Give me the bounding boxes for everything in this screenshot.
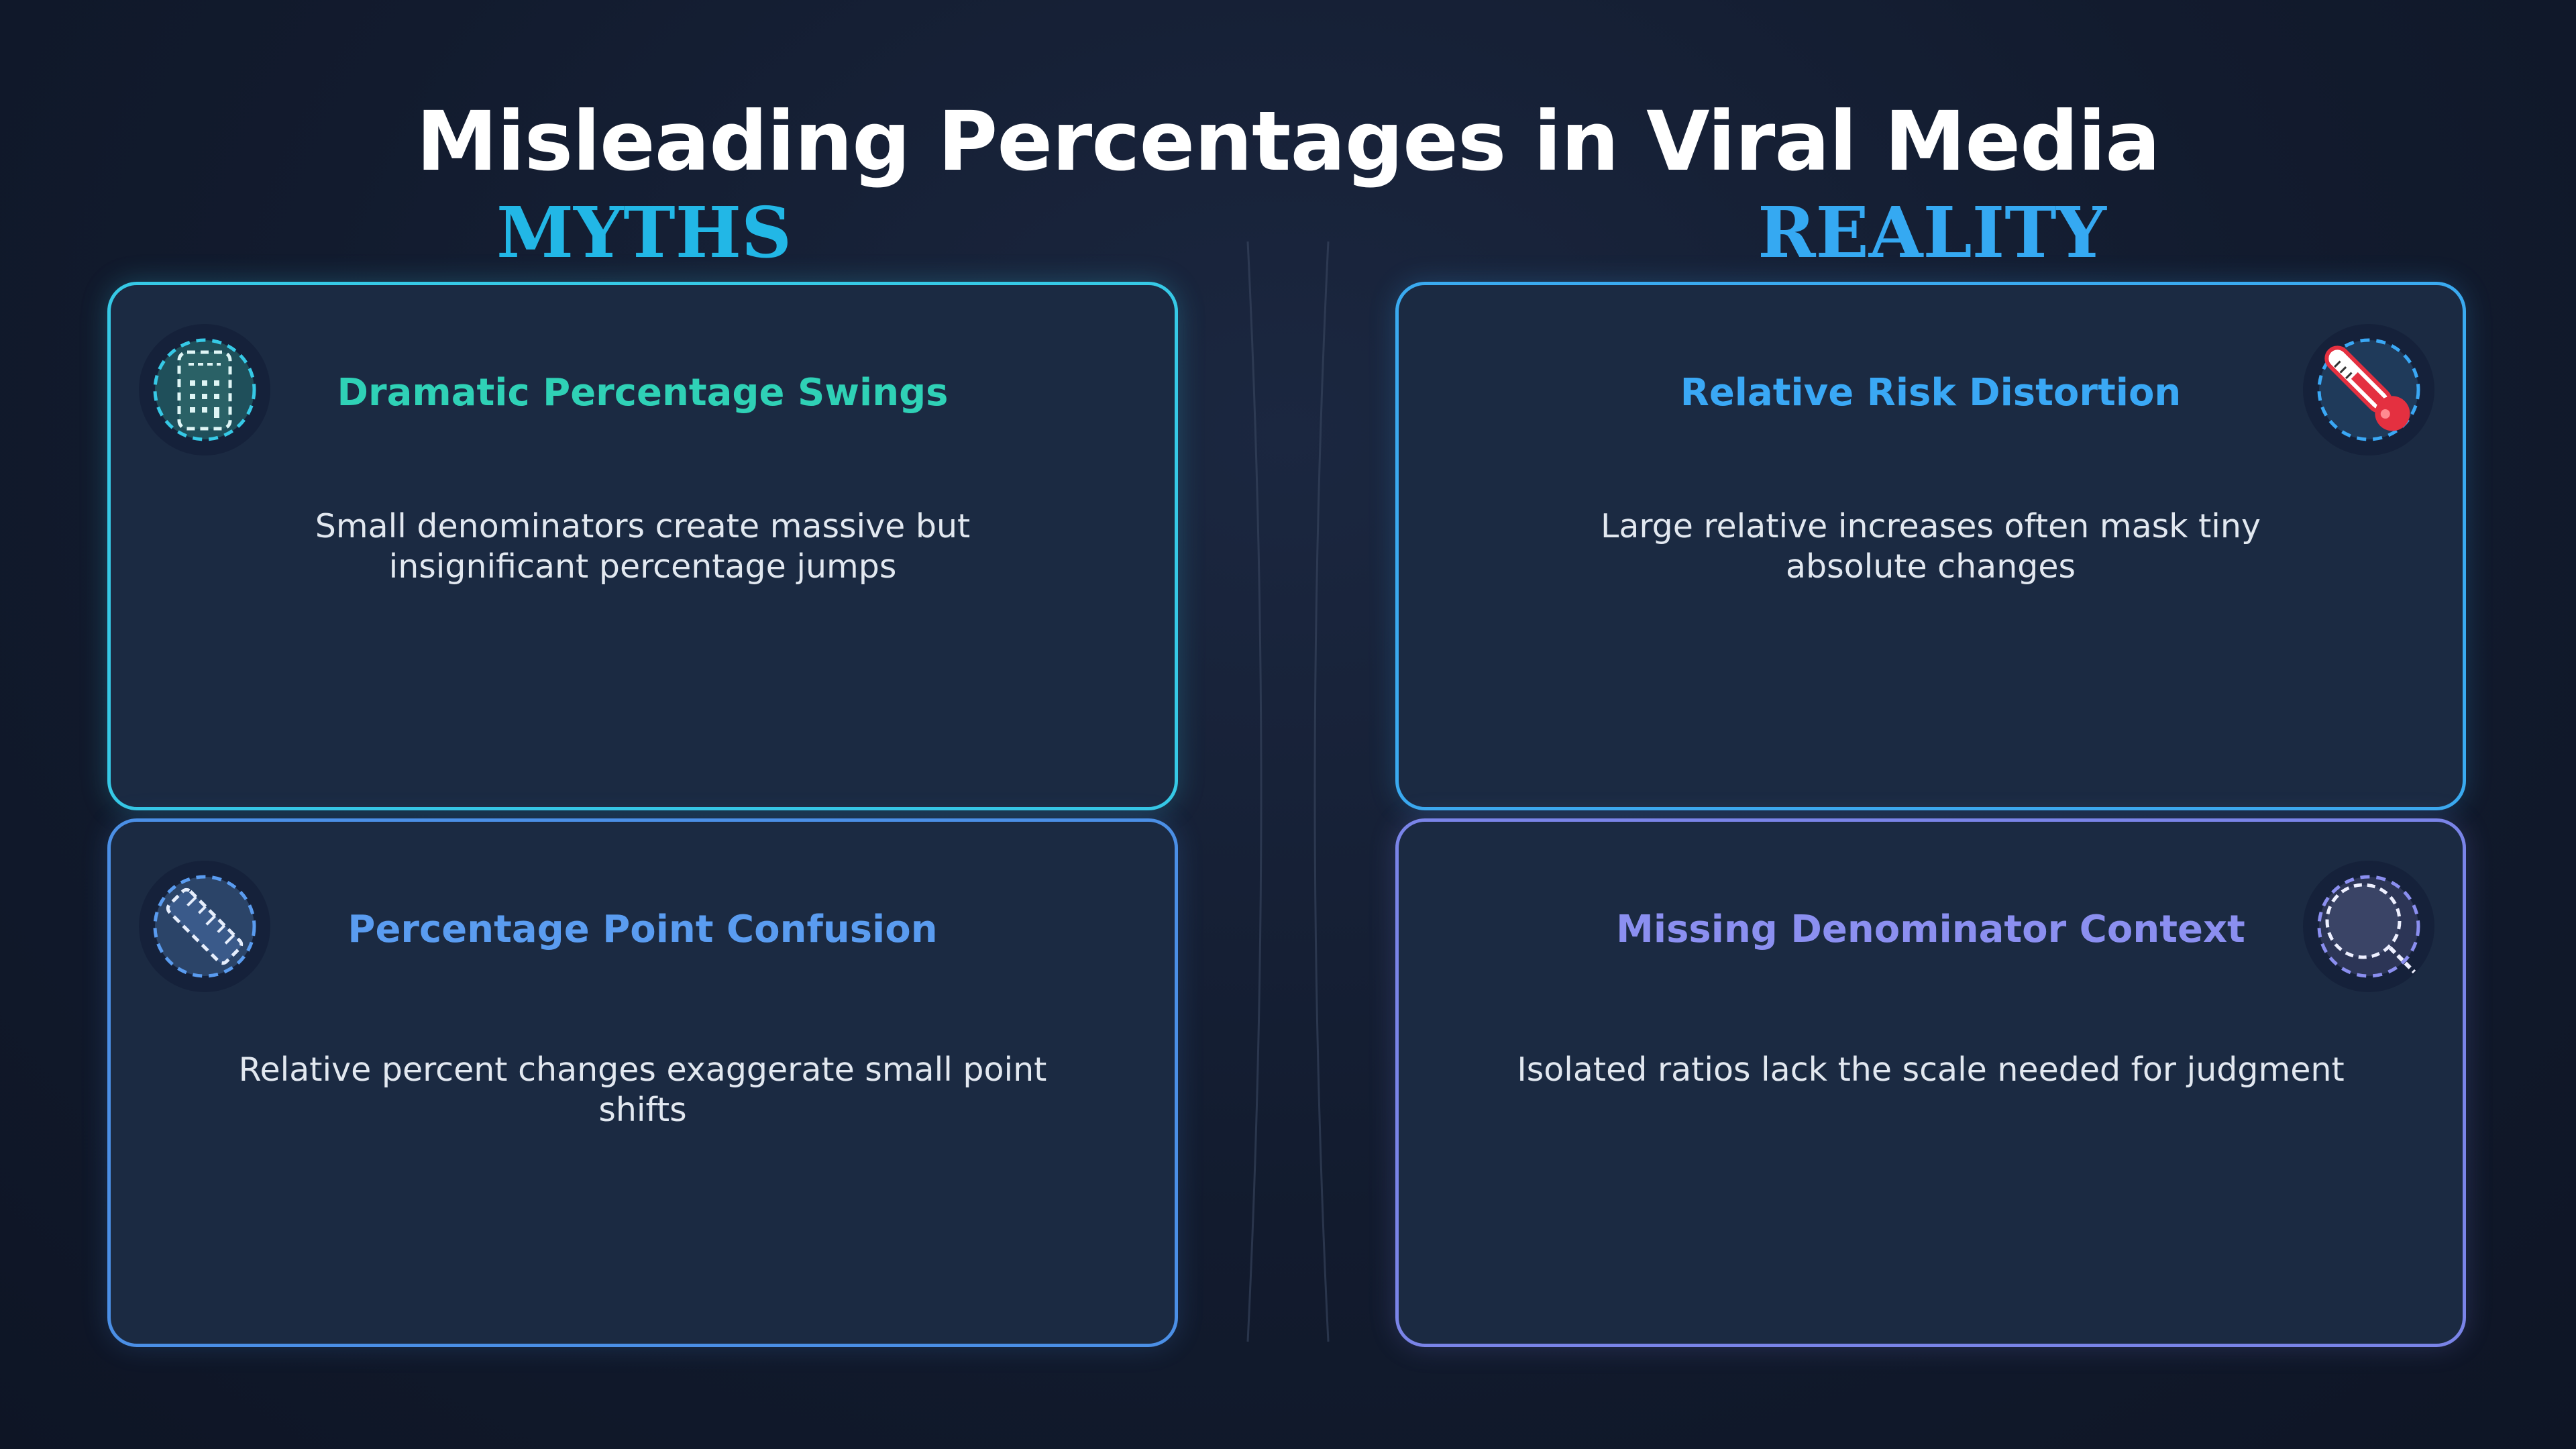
ruler-icon bbox=[138, 859, 272, 994]
magnifier-icon bbox=[2302, 859, 2436, 994]
card-text: Large relative increases often mask tiny… bbox=[1601, 507, 2261, 586]
center-divider bbox=[1246, 241, 1330, 1342]
card-title: Percentage Point Confusion bbox=[347, 908, 938, 951]
card-title: Relative Risk Distortion bbox=[1680, 371, 2182, 415]
card-text: Isolated ratios lack the scale needed fo… bbox=[1517, 1051, 2345, 1089]
card-title: Missing Denominator Context bbox=[1616, 908, 2245, 951]
card-dramatic-percentage-swings: Dramatic Percentage Swings Small denomin… bbox=[107, 282, 1178, 810]
card-title: Dramatic Percentage Swings bbox=[337, 371, 949, 415]
thermometer-icon bbox=[2302, 323, 2436, 457]
calculator-icon bbox=[138, 323, 272, 457]
card-relative-risk-distortion: Relative Risk Distortion Large relative … bbox=[1395, 282, 2466, 810]
card-text: Relative percent changes exaggerate smal… bbox=[238, 1051, 1047, 1129]
card-percentage-point-confusion: Percentage Point Confusion Relative perc… bbox=[107, 818, 1178, 1347]
card-missing-denominator-context: Missing Denominator Context Isolated rat… bbox=[1395, 818, 2466, 1347]
card-text: Small denominators create massive but in… bbox=[315, 507, 971, 586]
myths-heading: MYTHS bbox=[496, 191, 792, 274]
page-title: Misleading Percentages in Viral Media bbox=[416, 94, 2160, 189]
reality-heading: REALITY bbox=[1758, 191, 2106, 274]
